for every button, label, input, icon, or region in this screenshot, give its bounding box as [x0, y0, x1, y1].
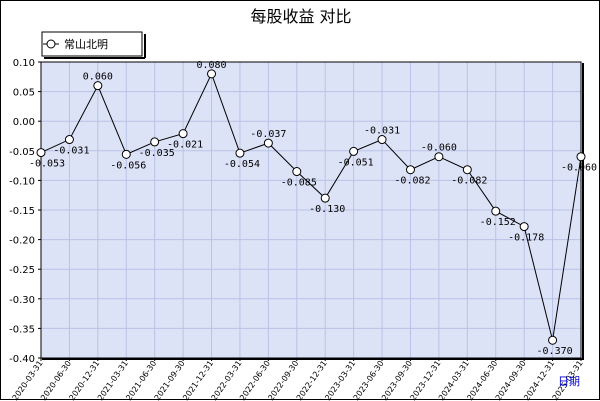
x-axis-ticks: 2020-03-312020-06-302020-12-312021-03-31…: [11, 358, 585, 401]
y-tick-label: -0.35: [9, 324, 35, 335]
y-tick-label: -0.10: [9, 176, 35, 187]
data-label: -0.035: [139, 148, 175, 159]
data-label: -0.051: [338, 157, 374, 168]
grid-lines: [41, 62, 581, 358]
data-label: -0.085: [281, 178, 317, 189]
data-label: -0.370: [537, 346, 573, 357]
data-label: -0.031: [53, 146, 89, 157]
chart-title: 每股收益 对比: [250, 7, 351, 26]
data-label: -0.060: [561, 163, 597, 174]
series-line-常山北明: [40, 72, 582, 341]
data-point-marker: [36, 148, 46, 158]
x-axis-label: 日期: [558, 375, 580, 388]
data-label: -0.056: [110, 160, 146, 171]
data-point-marker: [462, 165, 472, 175]
data-point-marker: [548, 335, 558, 345]
data-point-marker: [263, 138, 273, 148]
data-label: -0.060: [421, 143, 457, 154]
data-point-marker: [320, 193, 330, 203]
data-label: -0.130: [309, 204, 345, 215]
y-tick-label: 0.00: [13, 117, 35, 128]
data-labels: -0.053 -0.031 0.060 -0.056-0.035-0.021 0.080…: [29, 60, 597, 357]
data-point-marker: [349, 146, 359, 156]
data-point-marker: [64, 135, 74, 145]
data-point-marker: [576, 152, 586, 162]
data-label: -0.021: [167, 140, 203, 151]
series-markers: [36, 69, 586, 345]
legend-marker-icon: [46, 39, 56, 49]
y-tick-label: -0.30: [9, 295, 35, 306]
data-label: -0.082: [451, 176, 487, 187]
legend: 常山北明: [41, 31, 146, 59]
data-point-marker: [235, 148, 245, 158]
y-tick-label: -0.20: [9, 236, 35, 247]
y-tick-label: -0.40: [9, 354, 35, 365]
data-label: 0.060: [83, 72, 113, 83]
data-point-marker: [491, 206, 501, 216]
y-tick-label: 0.05: [13, 88, 35, 99]
data-label: -0.082: [394, 176, 430, 187]
data-label: -0.031: [364, 126, 400, 137]
data-label: -0.152: [480, 217, 516, 228]
data-point-marker: [292, 167, 302, 177]
data-point-marker: [519, 222, 529, 232]
data-point-marker: [405, 165, 415, 175]
data-label: -0.037: [250, 129, 286, 140]
y-axis-ticks: 0.10 0.05 0.00 -0.05 -0.10 -0.15 -0.20 -0.25 -0.…: [9, 58, 41, 365]
data-point-marker: [121, 149, 131, 159]
data-label: -0.053: [29, 159, 65, 170]
y-tick-label: 0.10: [13, 58, 35, 69]
data-point-marker: [150, 137, 160, 147]
data-point-marker: [178, 129, 188, 139]
y-tick-label: -0.05: [9, 147, 35, 158]
data-label: -0.178: [508, 233, 544, 244]
data-point-marker: [207, 69, 217, 79]
y-tick-label: -0.25: [9, 265, 35, 276]
data-point-marker: [93, 81, 103, 91]
y-tick-label: -0.15: [9, 206, 35, 217]
data-label: -0.054: [224, 159, 260, 170]
data-label: 0.080: [196, 60, 226, 71]
data-point-marker: [434, 152, 444, 162]
data-point-marker: [377, 135, 387, 145]
legend-label: 常山北明: [64, 38, 108, 51]
